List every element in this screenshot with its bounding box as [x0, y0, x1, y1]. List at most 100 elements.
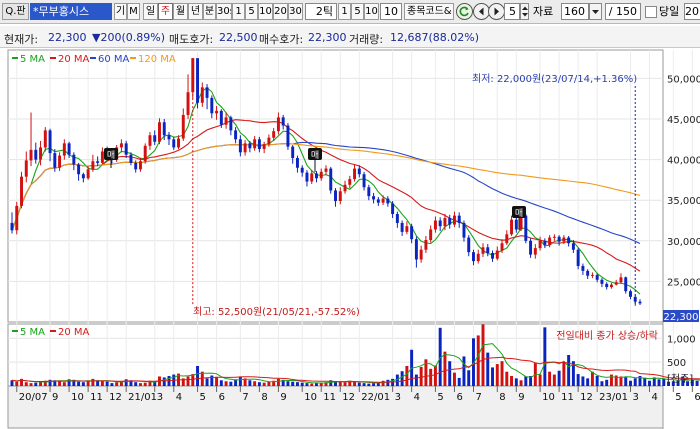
volume-bar: [662, 378, 666, 386]
candle: [100, 147, 104, 165]
volume-bar: [96, 380, 100, 386]
candle-body: [524, 215, 528, 241]
candle: [167, 132, 171, 145]
next-arrow-icon[interactable]: [488, 3, 505, 20]
candle: [329, 166, 333, 194]
period-button-30[interactable]: 30: [288, 3, 303, 20]
stock-button-a[interactable]: 기: [114, 3, 127, 20]
volume-bar: [562, 362, 566, 386]
candle-body: [533, 248, 537, 255]
volume-bar: [429, 368, 433, 386]
refresh-icon[interactable]: [456, 3, 473, 20]
change-value: ▼200(0.89%): [92, 31, 165, 44]
tick-button-10[interactable]: 10: [364, 3, 379, 20]
candle: [24, 151, 28, 183]
svg-text:매: 매: [515, 208, 523, 219]
candle-body: [405, 226, 409, 232]
candle: [486, 244, 490, 257]
candle-body: [562, 237, 566, 242]
period-button-20[interactable]: 20: [273, 3, 288, 20]
candle-body: [162, 122, 166, 136]
candle-body: [300, 167, 304, 173]
candle-body: [505, 234, 509, 244]
time-field[interactable]: 20: [684, 3, 700, 20]
code-field[interactable]: 10: [380, 3, 402, 20]
period-button-30s[interactable]: 30s: [216, 3, 232, 20]
period-button-day[interactable]: 일: [143, 3, 158, 20]
volume-bar: [472, 338, 475, 386]
time-tick-label: 3: [632, 392, 638, 403]
stock-name-field[interactable]: *무부홍시스: [30, 3, 112, 20]
time-tick-label: 3: [395, 392, 401, 403]
time-tick-label: 5: [200, 392, 206, 403]
time-tick-label: 6: [694, 392, 700, 403]
stock-chart: 25,000 30,000 35,000 40,000 45,000 50,000 500 1…: [0, 48, 700, 429]
period-button-10[interactable]: 10: [258, 3, 273, 20]
candle: [310, 170, 314, 184]
candle-body: [148, 135, 152, 146]
candle-body: [334, 190, 337, 202]
volume-bar: [376, 382, 380, 386]
volume-bar: [495, 364, 499, 386]
tick-button-5[interactable]: 5: [351, 3, 364, 20]
step-field[interactable]: 5: [504, 3, 520, 20]
vol-legend-ma5: 5 MA: [20, 327, 45, 338]
candle-body: [210, 97, 214, 114]
candle: [224, 112, 228, 129]
chevron-down-icon[interactable]: [589, 3, 602, 20]
volume-bar: [181, 378, 185, 386]
volume-bar: [24, 382, 28, 386]
volume-bar: [667, 381, 671, 386]
candle: [81, 172, 85, 183]
volume-bar: [281, 379, 285, 386]
volume-bar: [291, 381, 295, 386]
tick-field[interactable]: 2틱: [305, 3, 337, 20]
candle-body: [310, 173, 314, 182]
tab-label[interactable]: Q.판: [2, 3, 29, 20]
period-button-month[interactable]: 월: [173, 3, 188, 20]
candle-body: [600, 279, 604, 284]
candle-body: [481, 247, 485, 254]
volume-bar: [548, 371, 552, 386]
today-checkbox[interactable]: [645, 6, 657, 18]
period-button-5[interactable]: 5: [245, 3, 258, 20]
time-tick-label: 6: [219, 392, 225, 403]
time-tick-label: 8: [261, 392, 267, 403]
candle: [196, 58, 200, 109]
candle: [134, 160, 138, 173]
candle: [77, 162, 81, 181]
volume-bar: [614, 375, 618, 386]
candle-body: [429, 229, 433, 240]
vol-legend-ma20: 20 MA: [58, 327, 90, 338]
candle: [343, 180, 347, 194]
period-button-minute[interactable]: 분: [203, 3, 216, 20]
candle-body: [391, 203, 395, 215]
candle-body: [315, 173, 318, 179]
step-spinner-icon[interactable]: [520, 3, 529, 20]
period-button-week[interactable]: 주: [158, 3, 173, 20]
period-button-1[interactable]: 1: [232, 3, 245, 20]
candle-body: [119, 143, 123, 148]
period-button-year[interactable]: 년: [188, 3, 203, 20]
candle-body: [457, 215, 461, 223]
volume-bar: [619, 376, 623, 386]
volume-bar: [91, 378, 95, 386]
tick-button-1[interactable]: 1: [338, 3, 351, 20]
volume-bar: [629, 380, 632, 386]
volume-bar: [148, 380, 152, 386]
candle-body: [72, 154, 76, 165]
candle-body: [286, 125, 290, 147]
volume-bar: [590, 371, 594, 386]
count-select[interactable]: 160: [561, 3, 589, 20]
time-tick-label: 10: [542, 392, 555, 403]
candle: [291, 144, 295, 164]
volume-bar: [605, 379, 609, 386]
search-field[interactable]: 종목코드&: [404, 3, 454, 20]
volume-bar: [200, 371, 204, 386]
candle: [410, 223, 414, 244]
candle-body: [414, 239, 418, 260]
stock-button-b[interactable]: M: [127, 3, 140, 20]
volume-bar: [324, 382, 328, 386]
candle: [386, 196, 390, 207]
volume-bar: [205, 378, 209, 386]
